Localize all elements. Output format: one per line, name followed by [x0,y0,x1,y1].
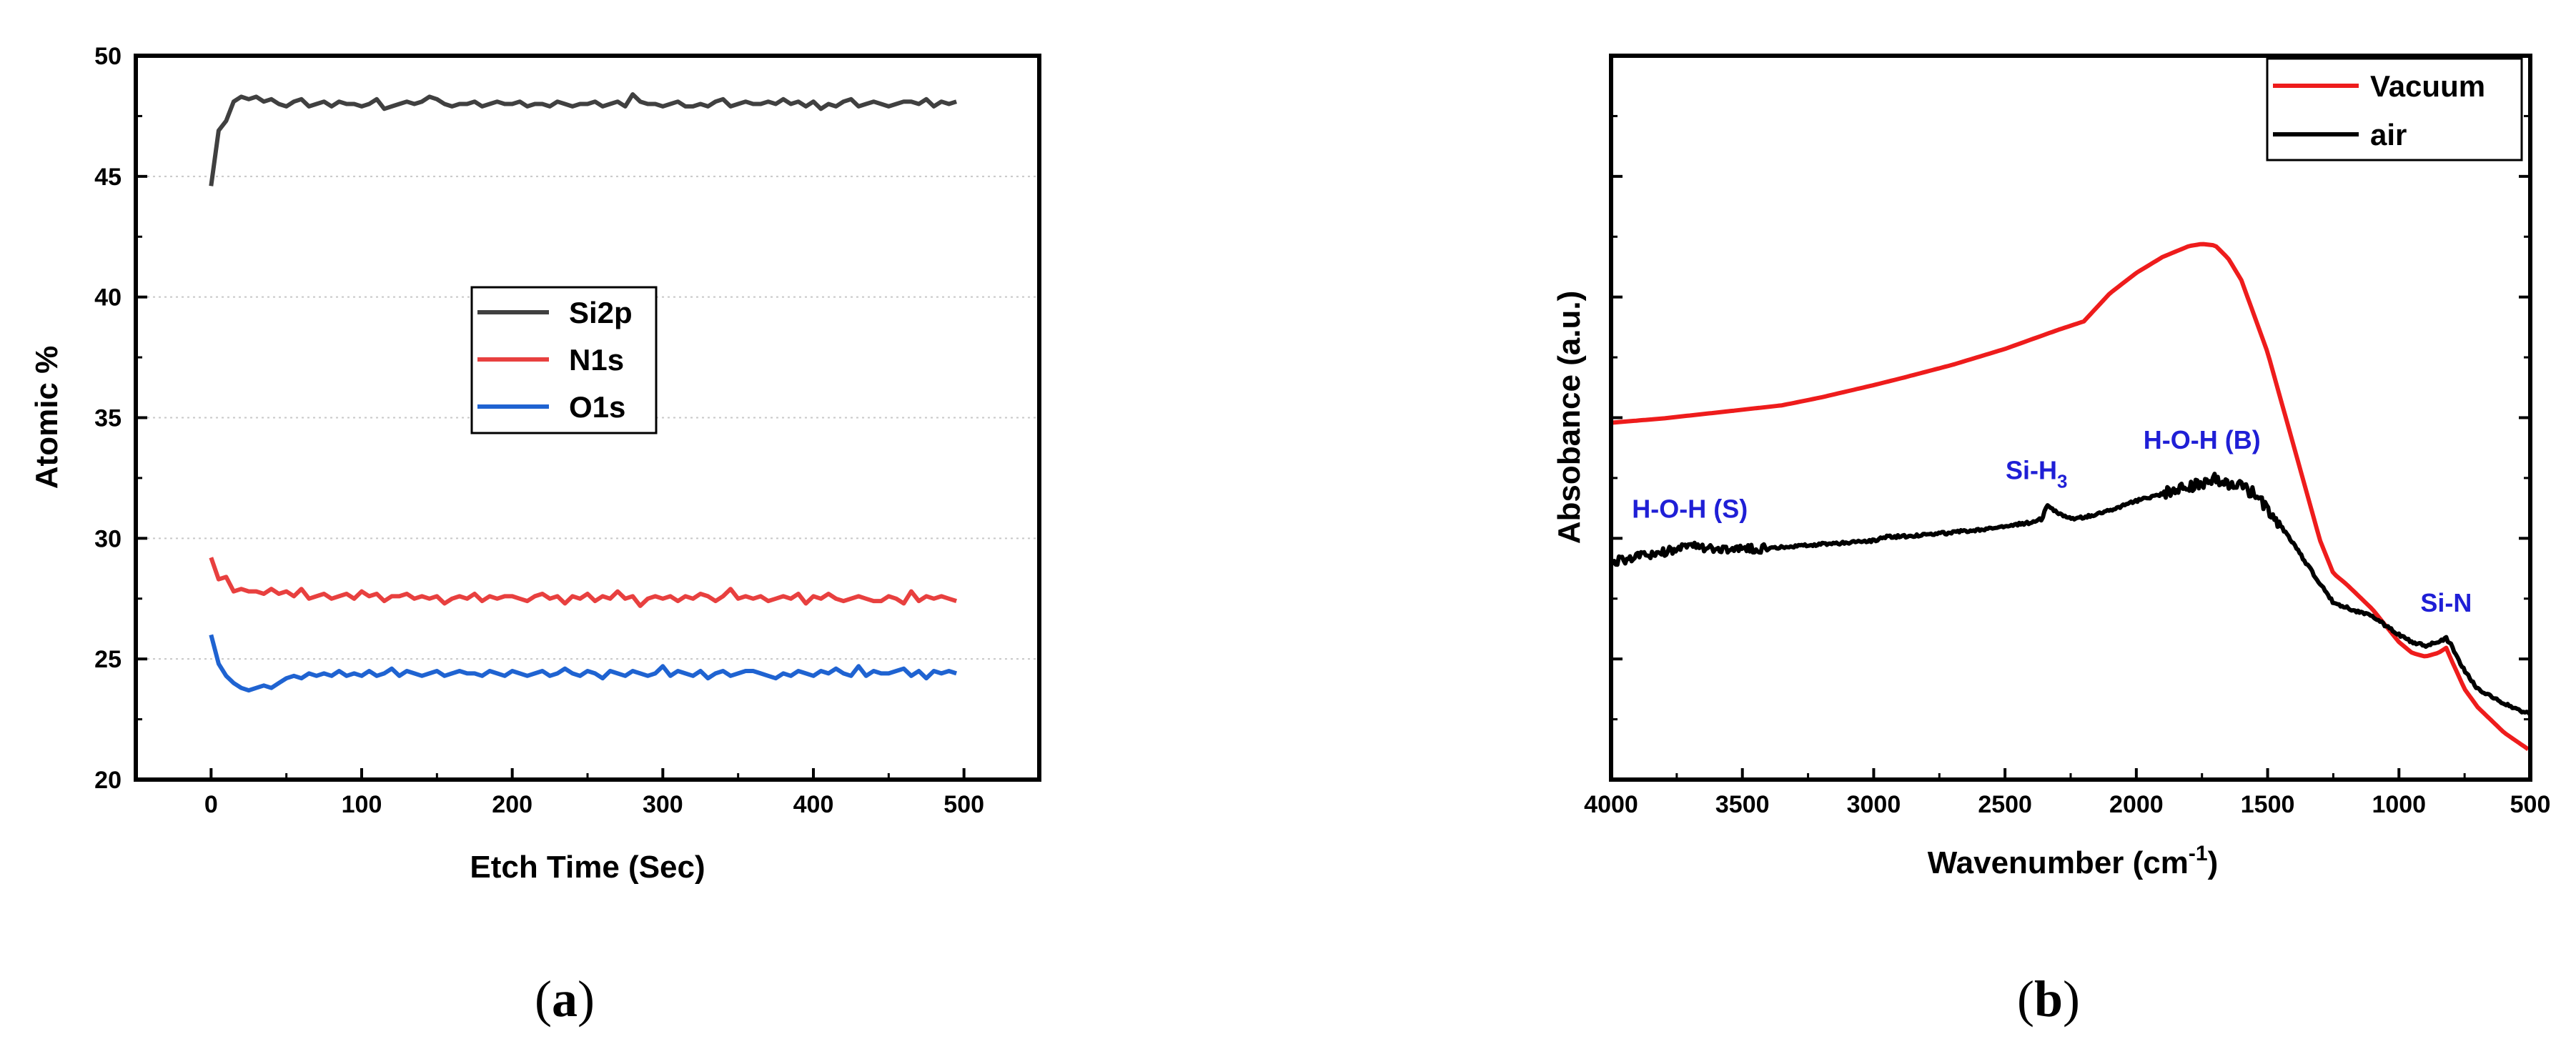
a-x-tick-label: 300 [643,791,683,818]
a-x-tick-label: 400 [793,791,834,818]
a-legend-label-o1s: O1s [569,390,625,424]
a-y-axis-title: Atomic % [29,346,64,489]
b-annotation: Si-N [2420,588,2472,617]
b-x-ticks: 4000 3500 3000 2500 2000 1500 1000 500 [1584,768,2550,818]
b-x-tick-label: 1000 [2372,791,2426,818]
b-series [1609,242,2532,751]
b-y-ticks [1611,114,2530,721]
b-x-axis-title: Wavenumber (cm-1) [1928,842,2218,880]
b-x-tick-label: 3000 [1847,791,1901,818]
b-plot-frame [1609,54,2532,782]
b-series-line-vacuum [1610,242,2530,751]
b-panel-label: (b) [2017,970,2080,1028]
b-annotation: H-O-H (S) [1632,494,1748,523]
b-legend: Vacuum air [2266,57,2523,161]
panel-a: 0 100 200 300 400 500 20 25 30 35 40 45 50 Etch Tim… [29,43,1041,1028]
a-y-ticks: 20 25 30 35 40 45 50 [94,43,147,794]
a-y-tick-label: 30 [94,525,122,552]
a-series-line-o1s [209,634,958,693]
b-x-tick-label: 3500 [1715,791,1770,818]
a-series-line-si2p [209,92,957,187]
a-y-tick-label: 45 [94,164,122,191]
a-legend-label-n1s: N1s [569,343,624,377]
b-x-tick-label: 2000 [2109,791,2164,818]
a-y-tick-label: 35 [94,405,122,432]
a-legend: Si2p N1s O1s [470,286,658,434]
b-series-line-air [1609,472,2532,716]
b-legend-box [2266,57,2523,161]
b-x-axis-title-main: Wavenumber (cm [1928,845,2189,880]
a-x-ticks: 0 100 200 300 400 500 [134,768,1041,818]
b-x-axis-title-sup: -1 [2189,842,2208,865]
a-x-tick-label: 500 [943,791,984,818]
b-legend-label-air: air [2370,118,2407,151]
a-series [209,92,958,693]
a-panel-label-letter: a [552,970,578,1028]
a-y-tick-label: 20 [94,767,122,794]
panel-b: 4000 3500 3000 2500 2000 1500 1000 500 Wavenumb… [1552,54,2550,1028]
b-annotation: Si-H3 [2006,456,2067,492]
a-x-tick-label: 200 [492,791,532,818]
a-y-tick-label: 25 [94,646,122,673]
a-y-tick-label: 50 [94,43,122,70]
a-x-tick-label: 100 [342,791,382,818]
a-panel-label: (a) [535,970,595,1028]
a-series-line-n1s [209,557,957,608]
a-x-axis-title: Etch Time (Sec) [470,850,705,885]
a-y-tick-label: 40 [94,284,122,312]
a-x-tick-label: 0 [204,791,218,818]
a-legend-label-si2p: Si2p [569,296,633,329]
b-x-tick-label: 2500 [1978,791,2032,818]
b-panel-label-letter: b [2034,970,2063,1028]
b-x-tick-label: 1500 [2241,791,2295,818]
b-x-axis-title-suffix: ) [2208,845,2219,880]
b-annotation: H-O-H (B) [2144,425,2261,454]
b-annotations: H-O-H (S) Si-H3 H-O-H (B) Si-N [1632,425,2472,617]
b-legend-label-vacuum: Vacuum [2370,69,2485,103]
b-y-axis-title: Absobance (a.u.) [1552,291,1587,545]
b-x-tick-label: 500 [2510,791,2551,818]
b-x-tick-label: 4000 [1584,791,1638,818]
